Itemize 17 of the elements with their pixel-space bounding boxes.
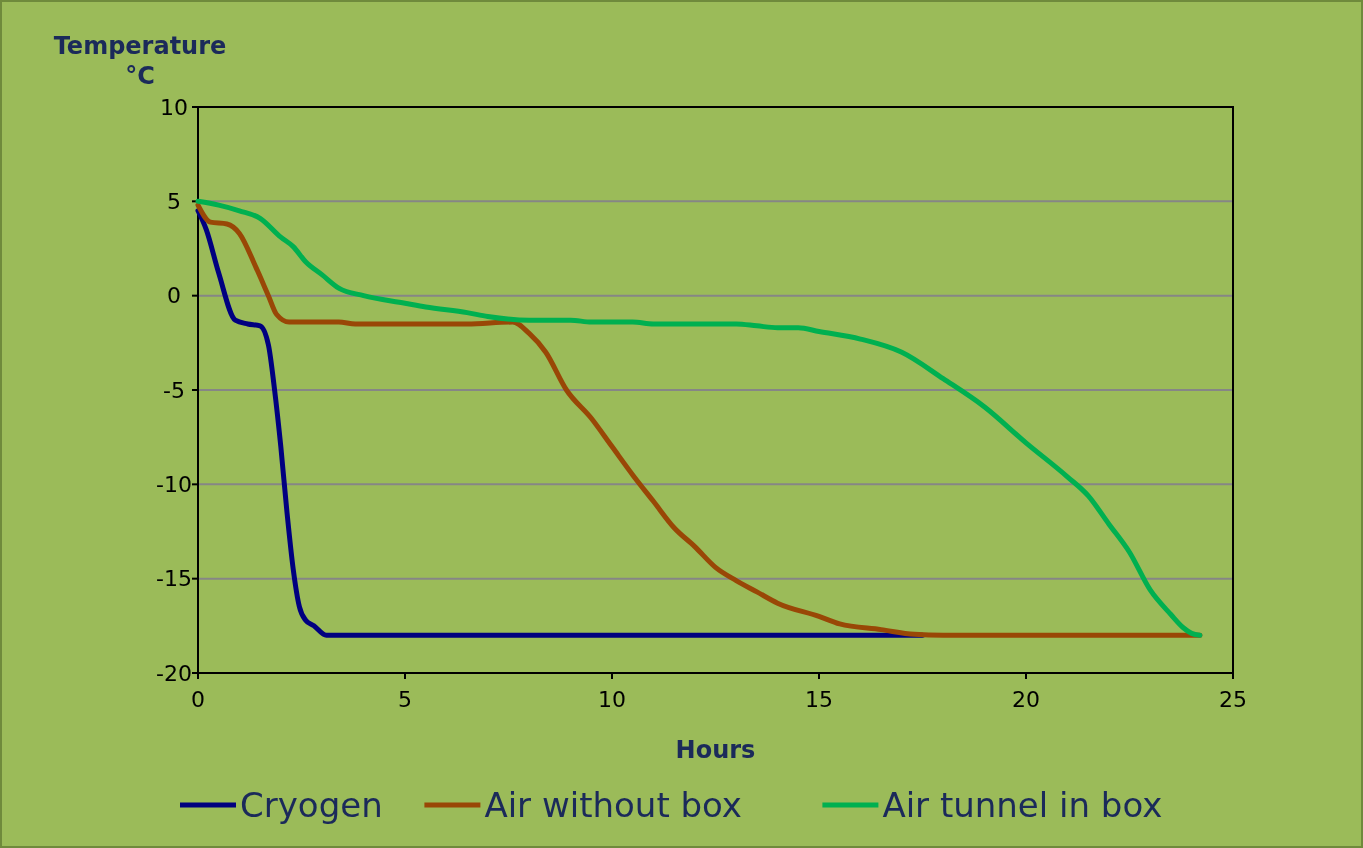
- x-tick-label: 20: [1012, 687, 1040, 712]
- x-tick-label: 15: [805, 687, 833, 712]
- x-tick-label: 10: [598, 687, 626, 712]
- legend-label: Cryogen: [240, 785, 383, 825]
- y-tick-label: 0: [167, 283, 181, 309]
- y-tick-label: 10: [160, 94, 188, 120]
- x-tick-label: 25: [1219, 687, 1247, 712]
- legend-label: Air without box: [484, 785, 742, 825]
- y-tick-label: -5: [163, 377, 185, 403]
- x-tick-label: 5: [398, 687, 412, 712]
- y-tick-label: -20: [156, 660, 192, 686]
- legend-label: Air tunnel in box: [882, 785, 1163, 825]
- x-axis-title: Hours: [675, 736, 756, 764]
- y-axis-title: Temperature °C: [53, 32, 227, 90]
- y-tick-label: 5: [167, 189, 181, 215]
- y-tick-label: -10: [156, 472, 192, 498]
- y-tick-label: -15: [156, 566, 192, 592]
